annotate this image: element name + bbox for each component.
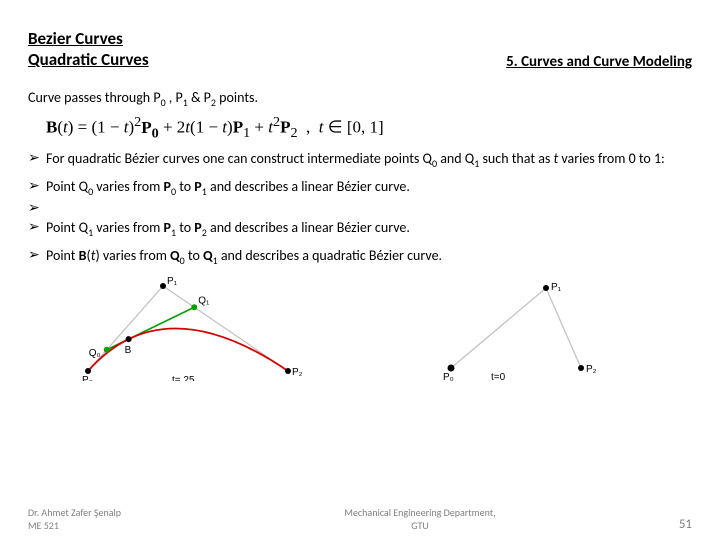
title-block: Bezier Curves Quadratic Curves <box>28 28 149 71</box>
intro-text: Curve passes through P0 , P1 & P2 points… <box>28 89 692 109</box>
svg-text:P₀: P₀ <box>82 375 93 381</box>
bezier-equation: B(t) = (1 − t)2P0 + 2t(1 − t)P1 + t2P2 ,… <box>46 114 692 142</box>
bullet-list: ➢ For quadratic Bézier curves one can co… <box>28 150 692 266</box>
bullet-2: ➢ Point Q0 varies from P0 to P1 and desc… <box>28 178 692 198</box>
section-label: 5. Curves and Curve Modeling <box>506 35 692 71</box>
bullet-arrow-icon: ➢ <box>28 150 46 167</box>
title-line-2: Quadratic Curves <box>28 49 149 70</box>
svg-text:Q₀: Q₀ <box>89 348 101 359</box>
svg-text:P₁: P₁ <box>551 282 562 293</box>
bullet-1: ➢ For quadratic Bézier curves one can co… <box>28 150 692 170</box>
diagram-row: P₀ P₁ P₂ Q₀ Q₁ Bt=.25 P₀ P₁ P₂ t=0 <box>58 276 692 381</box>
slide-header: Bezier Curves Quadratic Curves 5. Curves… <box>28 28 692 71</box>
bullet-4: ➢ Point B(t) varies from Q0 to Q1 and de… <box>28 247 692 267</box>
svg-text:B: B <box>125 345 132 356</box>
bullet-arrow-icon: ➢ <box>28 219 46 236</box>
title-line-1: Bezier Curves <box>28 28 149 49</box>
footer-department: Mechanical Engineering Department, GTU <box>208 506 632 532</box>
svg-text:t=.25: t=.25 <box>172 375 195 381</box>
bullet-empty: ➢ <box>28 200 692 217</box>
diagram-left: P₀ P₁ P₂ Q₀ Q₁ Bt=.25 <box>58 276 318 381</box>
svg-text:Q₁: Q₁ <box>198 296 210 307</box>
bullet-arrow-icon: ➢ <box>28 178 46 195</box>
slide-footer: Dr. Ahmet Zafer Şenalp ME 521 Mechanical… <box>0 506 720 532</box>
svg-text:P₂: P₂ <box>292 367 303 378</box>
bullet-arrow-icon: ➢ <box>28 247 46 264</box>
bullet-arrow-icon: ➢ <box>28 200 46 217</box>
svg-text:t=0: t=0 <box>491 372 506 381</box>
footer-page-number: 51 <box>632 517 692 532</box>
diagram-right: P₀ P₁ P₂ t=0 <box>336 276 596 381</box>
svg-text:P₁: P₁ <box>167 276 178 287</box>
footer-author: Dr. Ahmet Zafer Şenalp ME 521 <box>28 506 208 532</box>
bullet-3: ➢ Point Q1 varies from P1 to P2 and desc… <box>28 219 692 239</box>
svg-text:P₀: P₀ <box>443 372 454 381</box>
svg-text:P₂: P₂ <box>586 364 596 375</box>
